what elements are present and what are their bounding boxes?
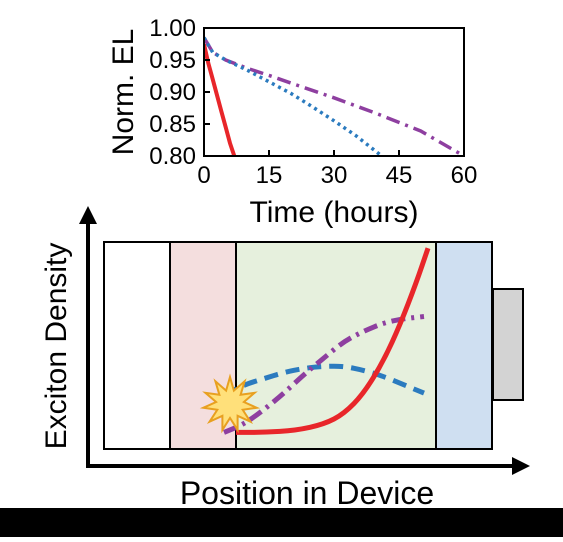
bottom-y-axis-label: Exciton Density — [40, 243, 73, 450]
bottom-black-bar — [0, 508, 563, 537]
top-y-tick-label-3: 0.95 — [149, 47, 196, 74]
starburst-icon — [199, 373, 261, 434]
top-y-axis-label: Norm. EL — [107, 29, 140, 156]
top-ticks: 0 15 30 45 60 0.80 0.85 0.90 0.95 1.00 — [149, 15, 477, 189]
top-y-tick-label-4: 1.00 — [149, 15, 196, 42]
top-plot-frame — [203, 27, 465, 157]
top-x-axis-label: Time (hours) — [250, 196, 419, 229]
top-series-line-2 — [204, 36, 383, 156]
bottom-chart: Position in Device Exciton Density — [40, 206, 530, 511]
top-y-tick-label-2: 0.90 — [149, 79, 196, 106]
top-x-tick-label-4: 60 — [451, 162, 478, 189]
top-series-line-1 — [204, 36, 464, 156]
device-layer-0 — [103, 241, 171, 450]
top-y-tick-label-1: 0.85 — [149, 111, 196, 138]
top-chart: 0 15 30 45 60 0.80 0.85 0.90 0.95 1.00 Time (hour… — [107, 15, 477, 229]
top-x-tick-label-0: 0 — [197, 162, 210, 189]
top-x-tick-label-2: 30 — [321, 162, 348, 189]
bottom-x-axis-label: Position in Device — [180, 475, 434, 511]
electrode-block — [492, 288, 524, 401]
bottom-series-line-2 — [222, 363, 425, 398]
device-layers — [103, 241, 493, 450]
top-y-tick-label-0: 0.80 — [149, 143, 196, 170]
top-x-tick-label-3: 45 — [386, 162, 413, 189]
device-layer-2 — [235, 241, 437, 450]
bottom-series-line-0 — [236, 247, 431, 435]
device-layer-3 — [435, 241, 493, 450]
y-axis-arrow-icon — [79, 206, 97, 224]
x-axis-arrow-icon — [512, 457, 530, 475]
top-series-group — [204, 36, 464, 156]
top-x-tick-label-1: 15 — [256, 162, 283, 189]
bottom-series-group — [222, 247, 431, 435]
top-series-line-0 — [204, 43, 237, 156]
